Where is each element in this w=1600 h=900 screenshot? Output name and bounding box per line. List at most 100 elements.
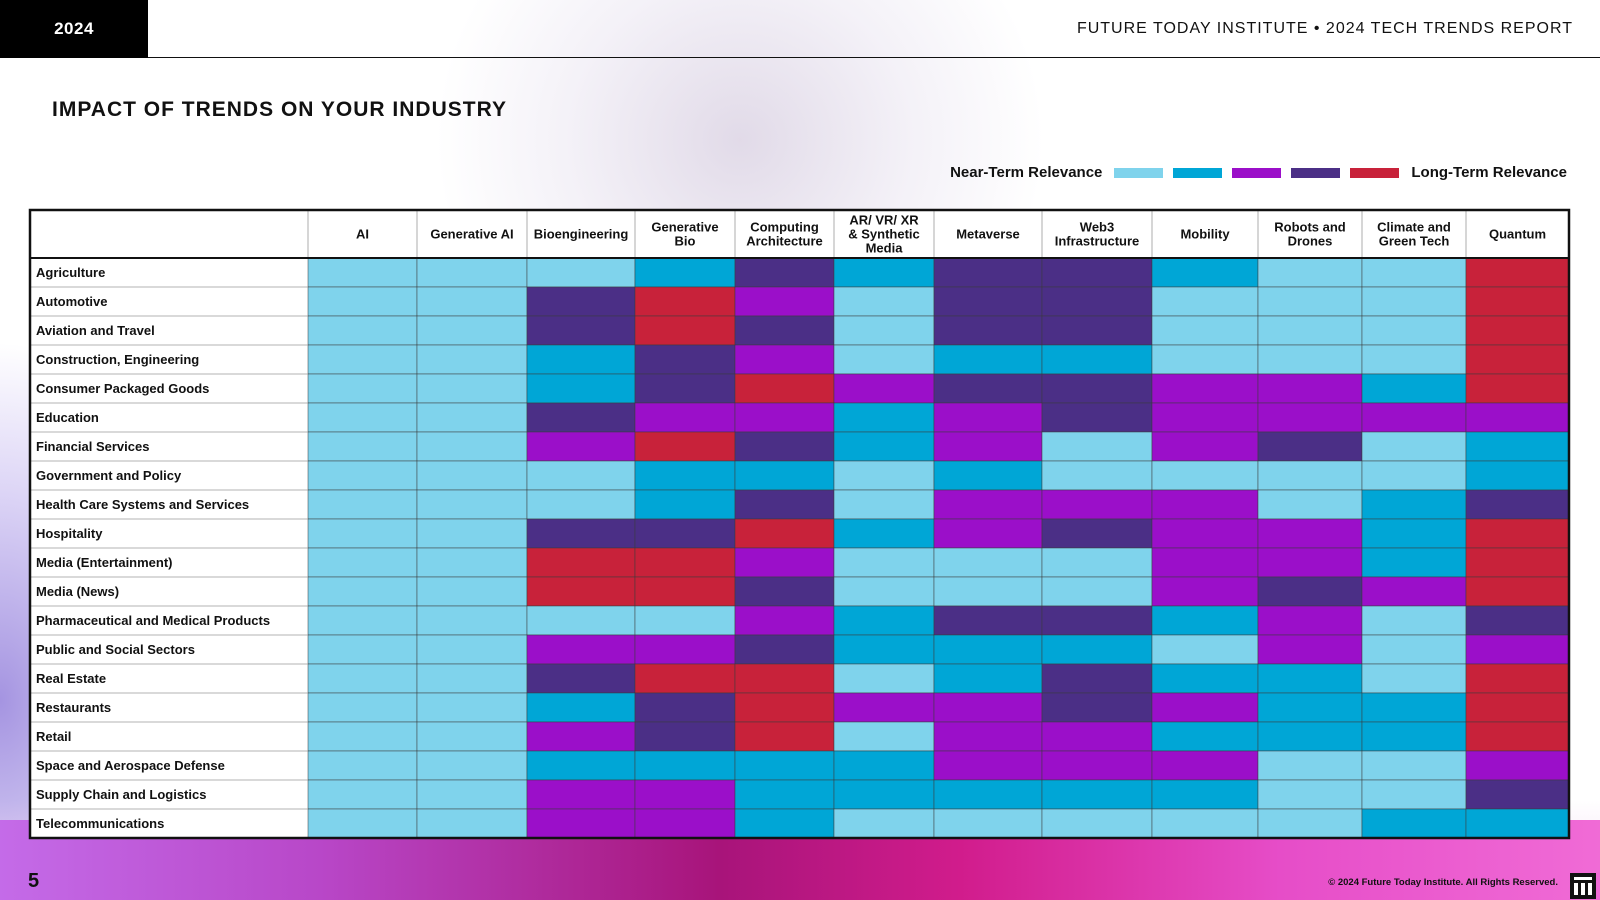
heatmap-cell [833, 460, 935, 491]
heatmap-cell [1361, 286, 1467, 317]
heatmap-cell [526, 373, 636, 404]
heatmap-cell [1151, 431, 1259, 462]
heatmap-cell [307, 605, 418, 636]
heatmap-cell [933, 344, 1043, 375]
heatmap-cell [734, 634, 835, 665]
row-label: Education [36, 410, 99, 425]
heatmap-cell [833, 576, 935, 607]
row-label: Consumer Packaged Goods [36, 381, 209, 396]
heatmap-cell [1361, 721, 1467, 752]
heatmap-cell [416, 402, 528, 433]
heatmap-cell [416, 721, 528, 752]
heatmap-cell [1257, 576, 1363, 607]
heatmap-cell [734, 605, 835, 636]
heatmap-cell [634, 315, 736, 346]
heatmap-cell [1257, 779, 1363, 810]
heatmap-cell [416, 547, 528, 578]
heatmap-cell [1041, 257, 1153, 288]
heatmap-cell [526, 286, 636, 317]
heatmap-cell [1041, 634, 1153, 665]
heatmap-cell [634, 547, 736, 578]
heatmap-cell [1257, 808, 1363, 839]
heatmap-cell [634, 692, 736, 723]
heatmap-cell [734, 402, 835, 433]
heatmap-cell [1465, 373, 1570, 404]
heatmap-cell [1151, 344, 1259, 375]
row-label: Retail [36, 729, 71, 744]
heatmap-cell [734, 431, 835, 462]
heatmap-cell [634, 750, 736, 781]
heatmap-cell [634, 605, 736, 636]
row-label: Media (News) [36, 584, 119, 599]
fti-logo-icon [1570, 873, 1596, 899]
heatmap-cell [634, 576, 736, 607]
heatmap-cell [526, 634, 636, 665]
heatmap-cell [634, 402, 736, 433]
legend-swatch [1173, 167, 1223, 178]
heatmap-cell [1465, 634, 1570, 665]
heatmap-cell [734, 692, 835, 723]
heatmap-cell [416, 576, 528, 607]
heatmap-cell [1041, 402, 1153, 433]
row-label: Real Estate [36, 671, 106, 686]
heatmap-cell [1361, 605, 1467, 636]
heatmap-cell [526, 808, 636, 839]
heatmap-cell [416, 286, 528, 317]
heatmap-cell [1041, 286, 1153, 317]
heatmap-cell [1151, 721, 1259, 752]
heatmap-cell [833, 257, 935, 288]
column-header: Generative Bio [651, 220, 718, 249]
heatmap-cell [734, 460, 835, 491]
heatmap-cell [1465, 344, 1570, 375]
heatmap-cell [526, 460, 636, 491]
row-label: Aviation and Travel [36, 323, 155, 338]
heatmap-cell [933, 808, 1043, 839]
column-header: Web3 Infrastructure [1055, 220, 1140, 249]
heatmap-cell [1151, 402, 1259, 433]
legend-swatch [1350, 167, 1400, 178]
heatmap-cell [1361, 750, 1467, 781]
heatmap-cell [1465, 315, 1570, 346]
heatmap-cell [1465, 257, 1570, 288]
heatmap-cell [307, 721, 418, 752]
heatmap-cell [933, 518, 1043, 549]
heatmap-cell [416, 605, 528, 636]
heatmap-cell [933, 547, 1043, 578]
heatmap-cell [1257, 402, 1363, 433]
heatmap-cell [307, 344, 418, 375]
column-header: Robots and Drones [1274, 220, 1346, 249]
heatmap-cell [833, 692, 935, 723]
heatmap-cell [1257, 750, 1363, 781]
heatmap-cell [307, 779, 418, 810]
heatmap-cell [734, 808, 835, 839]
heatmap-cell [416, 257, 528, 288]
heatmap-cell [526, 431, 636, 462]
heatmap-cell [526, 257, 636, 288]
heatmap-cell [526, 576, 636, 607]
heatmap-cell [833, 547, 935, 578]
heatmap-cell [1361, 431, 1467, 462]
legend-swatch [1291, 167, 1341, 178]
row-label: Space and Aerospace Defense [36, 758, 225, 773]
heatmap-cell [307, 663, 418, 694]
legend-near-term-label: Near-Term Relevance [950, 164, 1103, 181]
row-label: Financial Services [36, 439, 149, 454]
heatmap-cell [416, 489, 528, 520]
row-label: Telecommunications [36, 816, 164, 831]
heatmap-cell [307, 808, 418, 839]
heatmap-cell [307, 692, 418, 723]
heatmap-cell [1041, 576, 1153, 607]
heatmap-cell [1257, 344, 1363, 375]
heatmap-cell [1465, 431, 1570, 462]
heatmap-cell [833, 779, 935, 810]
heatmap-cell [734, 286, 835, 317]
row-label: Media (Entertainment) [36, 555, 173, 570]
heatmap-cell [933, 576, 1043, 607]
row-label: Restaurants [36, 700, 111, 715]
heatmap-cell [1465, 576, 1570, 607]
heatmap-cell [1257, 489, 1363, 520]
relevance-legend: Near-Term Relevance Long-Term Relevance [950, 164, 1567, 181]
heatmap-cell [734, 344, 835, 375]
heatmap-cell [933, 663, 1043, 694]
